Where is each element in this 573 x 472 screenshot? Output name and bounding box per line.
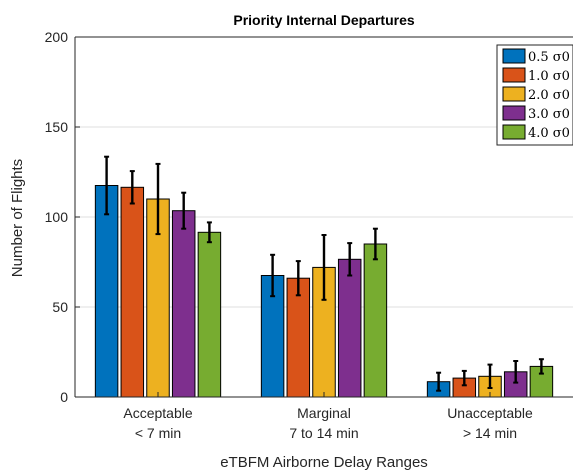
x-tick-label: Unacceptable: [447, 405, 533, 421]
legend-swatch: [502, 86, 526, 102]
x-tick-label: Marginal: [297, 405, 351, 421]
bar: [94, 185, 119, 398]
chart-title: Priority Internal Departures: [233, 12, 414, 28]
y-axis-label: Number of Flights: [9, 159, 26, 277]
legend-swatch: [502, 124, 526, 140]
bar: [171, 210, 196, 398]
legend-swatch: [502, 67, 526, 83]
y-tick-label: 0: [60, 389, 68, 405]
legend-label: 3.0 σ0: [528, 107, 570, 122]
legend-label: 2.0 σ0: [528, 88, 570, 103]
x-tick-label: Acceptable: [123, 405, 192, 421]
legend-label: 1.0 σ0: [528, 69, 570, 84]
x-axis-label: eTBFM Airborne Delay Ranges: [220, 454, 428, 471]
legend-swatch: [502, 105, 526, 121]
legend-label: 4.0 σ0: [528, 126, 570, 141]
bar: [363, 243, 388, 398]
y-tick-label: 200: [45, 29, 69, 45]
y-tick-label: 150: [45, 119, 69, 135]
x-tick-sublabel: > 14 min: [463, 425, 517, 441]
bar: [337, 258, 362, 398]
y-tick-label: 50: [52, 299, 68, 315]
bar: [120, 186, 145, 398]
legend: 0.5 σ0 1.0 σ0 2.0 σ0 3.0 σ0 4.0 σ0: [496, 44, 573, 146]
x-tick-sublabel: < 7 min: [135, 425, 181, 441]
legend-swatch: [502, 48, 526, 64]
bar: [197, 231, 222, 398]
x-tick-sublabel: 7 to 14 min: [289, 425, 358, 441]
y-tick-label: 100: [45, 209, 69, 225]
legend-label: 0.5 σ0: [528, 50, 570, 65]
